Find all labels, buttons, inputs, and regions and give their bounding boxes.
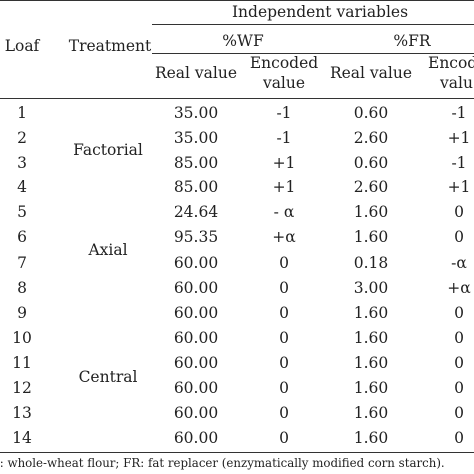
wf-real-cell: 24.64 xyxy=(173,203,219,221)
loaf-cell: 9 xyxy=(17,304,27,322)
loaf-cell: 3 xyxy=(17,154,27,172)
fr-real-cell: 2.60 xyxy=(353,129,389,147)
wf-real-cell: 35.00 xyxy=(173,129,219,147)
wf-real-cell: 85.00 xyxy=(173,178,219,196)
fr-real-cell: 1.60 xyxy=(353,354,389,372)
loaf-header: Loaf xyxy=(4,37,40,55)
wf-encoded-cell: +1 xyxy=(272,178,296,196)
wf-real-cell: 60.00 xyxy=(173,279,219,297)
loaf-cell: 10 xyxy=(12,329,32,347)
fr-header: %FR xyxy=(393,32,431,50)
loaf-cell: 7 xyxy=(17,254,27,272)
independent-variables-rule xyxy=(152,24,474,25)
wf-real-cell: 60.00 xyxy=(173,254,219,272)
fr-encoded-cell: 0 xyxy=(454,329,464,347)
treatment-label: Central xyxy=(78,368,138,386)
fr-real-value-header: Real value xyxy=(329,64,413,82)
fr-real-cell: 2.60 xyxy=(353,178,389,196)
wf-encoded-cell: -1 xyxy=(276,104,292,122)
fr-real-cell: 0.60 xyxy=(353,104,389,122)
fr-real-cell: 1.60 xyxy=(353,329,389,347)
fr-encoded-cell: 0 xyxy=(454,203,464,221)
fr-encoded-cell: 0 xyxy=(454,404,464,422)
fr-real-cell: 1.60 xyxy=(353,404,389,422)
loaf-cell: 8 xyxy=(17,279,27,297)
header-bottom-rule xyxy=(0,98,474,99)
fr-encoded-cell: 0 xyxy=(454,379,464,397)
wf-encoded-value-header-line2: value xyxy=(262,74,306,92)
loaf-cell: 1 xyxy=(17,104,27,122)
wf-encoded-cell: 0 xyxy=(279,304,289,322)
wf-real-cell: 60.00 xyxy=(173,304,219,322)
fr-encoded-cell: +1 xyxy=(447,178,471,196)
fr-encoded-cell: +α xyxy=(447,279,471,297)
treatment-header: Treatment xyxy=(68,37,152,55)
fr-encoded-cell: +1 xyxy=(447,129,471,147)
fr-real-cell: 0.60 xyxy=(353,154,389,172)
treatment-label: Axial xyxy=(88,241,128,259)
loaf-cell: 12 xyxy=(12,379,32,397)
wf-real-cell: 60.00 xyxy=(173,429,219,447)
wf-real-value-header: Real value xyxy=(154,64,238,82)
wf-encoded-cell: 0 xyxy=(279,329,289,347)
fr-real-cell: 0.18 xyxy=(353,254,389,272)
loaf-cell: 13 xyxy=(12,404,32,422)
loaf-cell: 6 xyxy=(17,228,27,246)
wf-encoded-value-header-line1: Encoded xyxy=(249,54,319,72)
fr-encoded-cell: -α xyxy=(451,254,467,272)
wf-encoded-cell: +1 xyxy=(272,154,296,172)
independent-variables-header: Independent variables xyxy=(231,3,409,21)
wf-real-cell: 95.35 xyxy=(173,228,219,246)
wf-real-cell: 60.00 xyxy=(173,404,219,422)
treatment-label: Factorial xyxy=(73,141,143,159)
fr-encoded-cell: 0 xyxy=(454,304,464,322)
fr-encoded-value-header-line2: valu xyxy=(440,74,473,92)
bottom-rule xyxy=(0,452,474,453)
wf-encoded-cell: 0 xyxy=(279,279,289,297)
fr-real-cell: 3.00 xyxy=(353,279,389,297)
wf-encoded-cell: 0 xyxy=(279,254,289,272)
wf-real-cell: 60.00 xyxy=(173,354,219,372)
loaf-cell: 11 xyxy=(12,354,32,372)
table-footnote: F: whole-wheat flour; FR: fat replacer (… xyxy=(0,456,445,470)
fr-encoded-cell: -1 xyxy=(451,104,467,122)
top-rule xyxy=(0,0,474,1)
wf-real-cell: 85.00 xyxy=(173,154,219,172)
wf-encoded-cell: +α xyxy=(272,228,296,246)
wf-real-cell: 60.00 xyxy=(173,379,219,397)
wf-encoded-cell: 0 xyxy=(279,354,289,372)
fr-encoded-cell: 0 xyxy=(454,429,464,447)
wf-real-cell: 60.00 xyxy=(173,329,219,347)
wf-encoded-cell: -1 xyxy=(276,129,292,147)
fr-real-cell: 1.60 xyxy=(353,304,389,322)
wf-fr-rule xyxy=(152,53,474,54)
fr-real-cell: 1.60 xyxy=(353,203,389,221)
fr-real-cell: 1.60 xyxy=(353,429,389,447)
wf-encoded-cell: 0 xyxy=(279,429,289,447)
wf-header: %WF xyxy=(222,32,264,50)
wf-real-cell: 35.00 xyxy=(173,104,219,122)
wf-encoded-cell: - α xyxy=(273,203,295,221)
loaf-cell: 2 xyxy=(17,129,27,147)
fr-real-cell: 1.60 xyxy=(353,379,389,397)
loaf-cell: 4 xyxy=(17,178,27,196)
fr-real-cell: 1.60 xyxy=(353,228,389,246)
fr-encoded-cell: 0 xyxy=(454,354,464,372)
fr-encoded-cell: 0 xyxy=(454,228,464,246)
fr-encoded-cell: -1 xyxy=(451,154,467,172)
wf-encoded-cell: 0 xyxy=(279,379,289,397)
loaf-cell: 14 xyxy=(12,429,32,447)
wf-encoded-cell: 0 xyxy=(279,404,289,422)
loaf-cell: 5 xyxy=(17,203,27,221)
fr-encoded-value-header-line1: Encod xyxy=(428,54,474,72)
